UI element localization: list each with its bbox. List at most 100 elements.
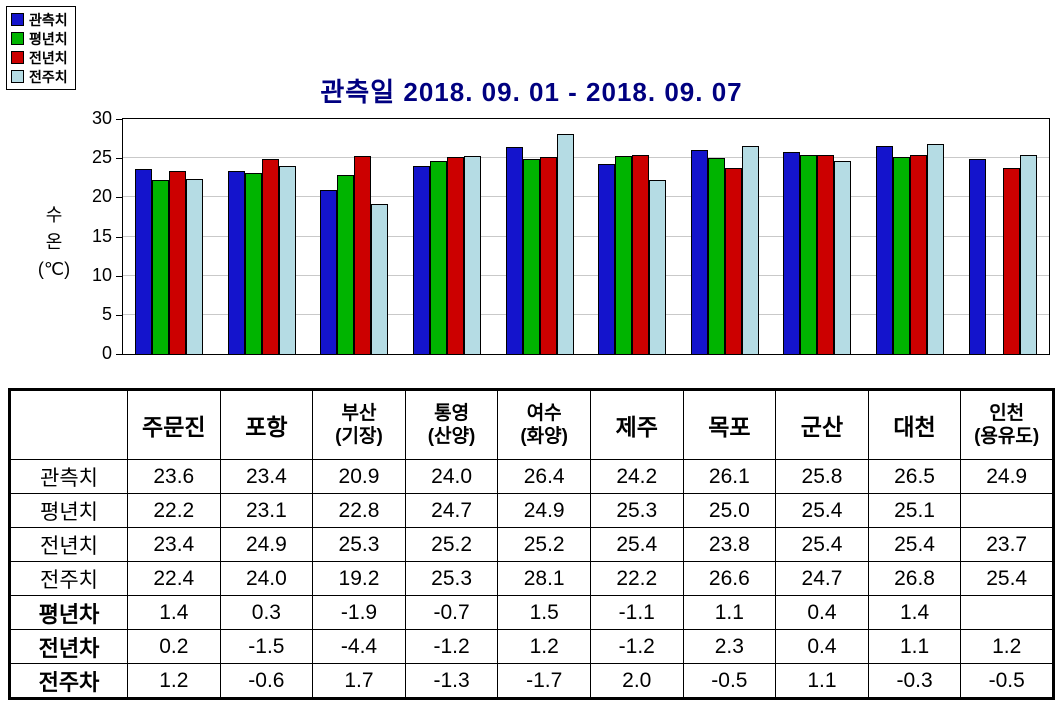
table-cell: 25.1 <box>867 493 962 528</box>
bar <box>261 158 279 354</box>
bar <box>690 149 708 354</box>
row-header: 관측치 <box>9 459 128 494</box>
column-header: 부산 (기장) <box>312 389 406 460</box>
y-tick-label: 25 <box>91 147 112 168</box>
bar <box>615 155 633 354</box>
table-row: 전주치 22.4 24.0 19.2 25.3 28.1 22.2 26.6 24.7 26.8 2… <box>9 561 1054 596</box>
table-cell: -1.5 <box>219 629 314 664</box>
bar <box>1002 168 1020 354</box>
table-cell: 1.1 <box>775 663 869 699</box>
row-header: 평년차 <box>9 595 128 630</box>
column-header: 목포 <box>682 389 777 460</box>
bar-group <box>876 119 945 354</box>
table-cell: 26.5 <box>867 459 962 494</box>
bar-group <box>135 119 204 354</box>
corner-cell <box>9 389 128 460</box>
table-cell: 24.2 <box>589 459 684 494</box>
table-cell: 25.4 <box>867 527 962 562</box>
gridline <box>123 274 1049 276</box>
table-cell: 25.3 <box>589 493 684 528</box>
bar <box>893 157 911 354</box>
table-cell: 25.2 <box>497 527 591 562</box>
table-cell: 0.3 <box>219 595 314 630</box>
y-tick-label: 15 <box>91 225 112 246</box>
bar <box>371 203 389 354</box>
gridline <box>123 157 1049 159</box>
table-cell: -4.4 <box>312 629 406 664</box>
table-cell <box>960 595 1054 630</box>
bar <box>135 169 153 354</box>
bar <box>186 178 204 354</box>
legend-label: 관측치 <box>29 11 68 28</box>
table-cell: 26.1 <box>682 459 777 494</box>
bar <box>464 155 482 354</box>
bar <box>834 160 852 354</box>
table-cell: -1.3 <box>404 663 499 699</box>
table-cell: 25.4 <box>960 561 1054 596</box>
table-cell: 22.4 <box>127 561 221 596</box>
y-tick-mark <box>116 315 122 316</box>
bar <box>817 155 835 354</box>
y-tick-mark <box>116 158 122 159</box>
bar <box>227 170 245 354</box>
table-cell: 24.9 <box>960 459 1054 494</box>
bar-group <box>505 119 574 354</box>
table-cell: 26.6 <box>682 561 777 596</box>
table-cell: 25.4 <box>589 527 684 562</box>
table-cell: 24.0 <box>219 561 314 596</box>
table-cell: -0.7 <box>404 595 499 630</box>
y-tick-label: 20 <box>91 186 112 207</box>
legend-item: 전주치 <box>11 67 68 86</box>
plot-area <box>122 118 1050 355</box>
legend-swatch <box>11 13 24 26</box>
y-axis-title: 수 온 (℃) <box>37 205 71 279</box>
y-tick-label: 5 <box>101 303 112 324</box>
table-cell: 1.5 <box>497 595 591 630</box>
table-cell: 24.7 <box>775 561 869 596</box>
legend-label: 전주치 <box>29 68 68 85</box>
column-header: 포항 <box>219 389 314 460</box>
bar <box>783 151 801 354</box>
bar <box>505 147 523 354</box>
bar <box>800 155 818 354</box>
table-cell: 19.2 <box>312 561 406 596</box>
table-cell: 25.4 <box>775 527 869 562</box>
bar <box>724 167 742 354</box>
column-header: 인천 (용유도) <box>960 389 1054 460</box>
table-wrapper: 주문진 포항 부산 (기장) 통영 (산양) 여수 (화양) 제주 목포 군산 대천 인천 (용유… <box>8 388 1055 700</box>
table-row: 전년치 23.4 24.9 25.3 25.2 25.2 25.4 23.8 25.4 25.4 2… <box>9 527 1054 562</box>
bar <box>430 160 448 354</box>
legend-item: 전년치 <box>11 48 68 67</box>
bar-group <box>598 119 667 354</box>
table-cell: 25.0 <box>682 493 777 528</box>
legend-label: 평년치 <box>29 30 68 47</box>
table-cell: -0.3 <box>867 663 962 699</box>
bar <box>522 158 540 354</box>
row-header: 전년차 <box>9 629 128 664</box>
gridline <box>123 313 1049 315</box>
table-cell: 23.8 <box>682 527 777 562</box>
bar <box>447 156 465 354</box>
table-row: 평년치 22.2 23.1 22.8 24.7 24.9 25.3 25.0 25.4 25.1 <box>9 493 1054 528</box>
bar-group <box>968 119 1037 354</box>
table-cell: 25.8 <box>775 459 869 494</box>
bar <box>152 180 170 354</box>
y-tick-label: 0 <box>101 343 112 363</box>
table-cell <box>960 493 1054 528</box>
table-cell: -1.2 <box>404 629 499 664</box>
bar <box>927 144 945 354</box>
column-header: 여수 (화양) <box>497 389 591 460</box>
table-cell: 23.1 <box>219 493 314 528</box>
table-row: 전년차 0.2 -1.5 -4.4 -1.2 1.2 -1.2 2.3 0.4 1.1 1.2 <box>9 629 1054 664</box>
table-body: 관측치 23.6 23.4 20.9 24.0 26.4 24.2 26.1 25.8 26.5 2… <box>9 459 1054 699</box>
bar-groups <box>123 119 1049 354</box>
bar <box>278 166 296 354</box>
bar <box>539 156 557 354</box>
table-cell: 25.3 <box>312 527 406 562</box>
column-header: 제주 <box>589 389 684 460</box>
bar-group <box>690 119 759 354</box>
table-cell: 28.1 <box>497 561 591 596</box>
bar <box>556 133 574 354</box>
gridline <box>123 196 1049 198</box>
